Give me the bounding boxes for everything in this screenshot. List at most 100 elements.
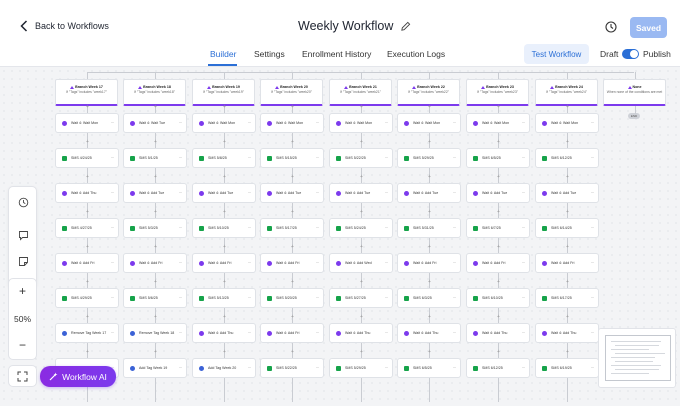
more-options-icon[interactable]: ···: [452, 365, 456, 370]
add-step-icon[interactable]: +: [86, 139, 89, 145]
more-options-icon[interactable]: ···: [384, 365, 388, 370]
more-options-icon[interactable]: ···: [110, 260, 114, 265]
add-step-icon[interactable]: +: [291, 349, 294, 355]
workflow-step[interactable]: SMS 6/19/25 ···: [535, 358, 599, 378]
history-icon[interactable]: [604, 20, 618, 34]
add-step-icon[interactable]: +: [86, 349, 89, 355]
more-options-icon[interactable]: ···: [590, 260, 594, 265]
workflow-step[interactable]: SMS 5/24/25 ···: [329, 218, 393, 238]
workflow-step[interactable]: Wait 4: Add Tue ···: [466, 183, 530, 203]
workflow-step[interactable]: SMS 5/6/25 ···: [123, 288, 187, 308]
more-options-icon[interactable]: ···: [315, 120, 319, 125]
workflow-step[interactable]: Wait 4: Add Thu ···: [535, 323, 599, 343]
workflow-step[interactable]: SMS 5/22/25 ···: [329, 148, 393, 168]
branch-node[interactable]: None When none of the conditions are met: [603, 79, 666, 106]
add-step-icon[interactable]: +: [223, 279, 226, 285]
add-step-icon[interactable]: +: [566, 104, 569, 110]
add-step-icon[interactable]: +: [86, 174, 89, 180]
add-step-icon[interactable]: +: [223, 349, 226, 355]
add-step-icon[interactable]: +: [428, 139, 431, 145]
more-options-icon[interactable]: ···: [315, 330, 319, 335]
add-step-icon[interactable]: +: [497, 104, 500, 110]
tab-execution-logs[interactable]: Execution Logs: [387, 49, 446, 59]
more-options-icon[interactable]: ···: [315, 190, 319, 195]
add-step-icon[interactable]: +: [497, 314, 500, 320]
workflow-step[interactable]: Wait 4: Add Fri ···: [260, 323, 324, 343]
workflow-step[interactable]: SMS 5/10/25 ···: [192, 218, 256, 238]
workflow-step[interactable]: Wait 4: Add Thu ···: [55, 183, 119, 203]
clock-icon[interactable]: [18, 197, 29, 208]
workflow-step[interactable]: Wait 4: Wait Mon ···: [192, 113, 256, 133]
add-step-icon[interactable]: +: [360, 104, 363, 110]
add-step-icon[interactable]: +: [497, 209, 500, 215]
workflow-step[interactable]: Wait 4: Add Tue ···: [397, 183, 461, 203]
add-step-icon[interactable]: +: [291, 244, 294, 250]
add-step-icon[interactable]: +: [291, 209, 294, 215]
more-options-icon[interactable]: ···: [178, 120, 182, 125]
workflow-step[interactable]: Wait 4: Add Fri ···: [466, 253, 530, 273]
add-step-icon[interactable]: +: [497, 279, 500, 285]
workflow-step[interactable]: SMS 5/1/25 ···: [123, 148, 187, 168]
workflow-step[interactable]: SMS 6/5/25 ···: [397, 358, 461, 378]
workflow-step[interactable]: SMS 6/14/25 ···: [535, 218, 599, 238]
more-options-icon[interactable]: ···: [521, 225, 525, 230]
workflow-step[interactable]: SMS 6/12/25 ···: [466, 358, 530, 378]
tab-builder[interactable]: Builder: [210, 49, 237, 59]
more-options-icon[interactable]: ···: [590, 120, 594, 125]
more-options-icon[interactable]: ···: [590, 155, 594, 160]
add-step-icon[interactable]: +: [291, 174, 294, 180]
tab-settings[interactable]: Settings: [254, 49, 285, 59]
workflow-step[interactable]: Wait 4: Add Tue ···: [329, 183, 393, 203]
add-step-icon[interactable]: +: [291, 314, 294, 320]
pencil-icon[interactable]: [400, 21, 411, 32]
workflow-step[interactable]: Wait 4: Add Tue ···: [123, 183, 187, 203]
workflow-step[interactable]: SMS 6/12/25 ···: [535, 148, 599, 168]
workflow-step[interactable]: Wait 4: Add Tue ···: [535, 183, 599, 203]
workflow-step[interactable]: SMS 5/29/25 ···: [329, 358, 393, 378]
add-step-icon[interactable]: +: [497, 244, 500, 250]
more-options-icon[interactable]: ···: [521, 155, 525, 160]
workflow-canvas[interactable]: END Branch Week 17 If "Tags" includes "we…: [0, 67, 680, 406]
add-step-icon[interactable]: +: [291, 139, 294, 145]
more-options-icon[interactable]: ···: [384, 225, 388, 230]
more-options-icon[interactable]: ···: [384, 295, 388, 300]
workflow-step[interactable]: SMS 5/17/25 ···: [260, 218, 324, 238]
more-options-icon[interactable]: ···: [384, 330, 388, 335]
workflow-step[interactable]: Wait 4: Add Fri ···: [123, 253, 187, 273]
more-options-icon[interactable]: ···: [110, 120, 114, 125]
add-step-icon[interactable]: +: [428, 174, 431, 180]
add-step-icon[interactable]: +: [291, 279, 294, 285]
workflow-title[interactable]: Weekly Workflow: [298, 19, 411, 33]
more-options-icon[interactable]: ···: [110, 190, 114, 195]
workflow-step[interactable]: Wait 4: Wait Mon ···: [260, 113, 324, 133]
workflow-step[interactable]: SMS 5/15/25 ···: [260, 148, 324, 168]
workflow-step[interactable]: Wait 4: Add Fri ···: [55, 253, 119, 273]
minimap[interactable]: [598, 328, 676, 388]
saved-button[interactable]: Saved: [630, 17, 667, 38]
add-step-icon[interactable]: +: [360, 174, 363, 180]
workflow-step[interactable]: SMS 5/13/25 ···: [192, 288, 256, 308]
more-options-icon[interactable]: ···: [384, 120, 388, 125]
more-options-icon[interactable]: ···: [178, 190, 182, 195]
more-options-icon[interactable]: ···: [247, 330, 251, 335]
workflow-step[interactable]: SMS 6/10/25 ···: [466, 288, 530, 308]
add-step-icon[interactable]: +: [497, 139, 500, 145]
more-options-icon[interactable]: ···: [247, 295, 251, 300]
workflow-step[interactable]: Wait 4: Add Fri ···: [192, 253, 256, 273]
add-step-icon[interactable]: +: [360, 279, 363, 285]
add-step-icon[interactable]: +: [154, 209, 157, 215]
more-options-icon[interactable]: ···: [110, 225, 114, 230]
zoom-in-button[interactable]: +: [18, 284, 26, 298]
more-options-icon[interactable]: ···: [178, 295, 182, 300]
more-options-icon[interactable]: ···: [452, 260, 456, 265]
back-to-workflows-link[interactable]: Back to Workflows: [20, 20, 109, 32]
note-icon[interactable]: [18, 256, 29, 267]
add-step-icon[interactable]: +: [154, 349, 157, 355]
workflow-step[interactable]: Wait 4: Add Fri ···: [535, 253, 599, 273]
more-options-icon[interactable]: ···: [384, 155, 388, 160]
more-options-icon[interactable]: ···: [178, 155, 182, 160]
workflow-step[interactable]: SMS 4/29/25 ···: [55, 288, 119, 308]
branch-node[interactable]: Branch Week 24 If "Tags" includes "week24…: [535, 79, 598, 106]
more-options-icon[interactable]: ···: [247, 155, 251, 160]
branch-node[interactable]: Branch Week 23 If "Tags" includes "week23…: [466, 79, 529, 106]
